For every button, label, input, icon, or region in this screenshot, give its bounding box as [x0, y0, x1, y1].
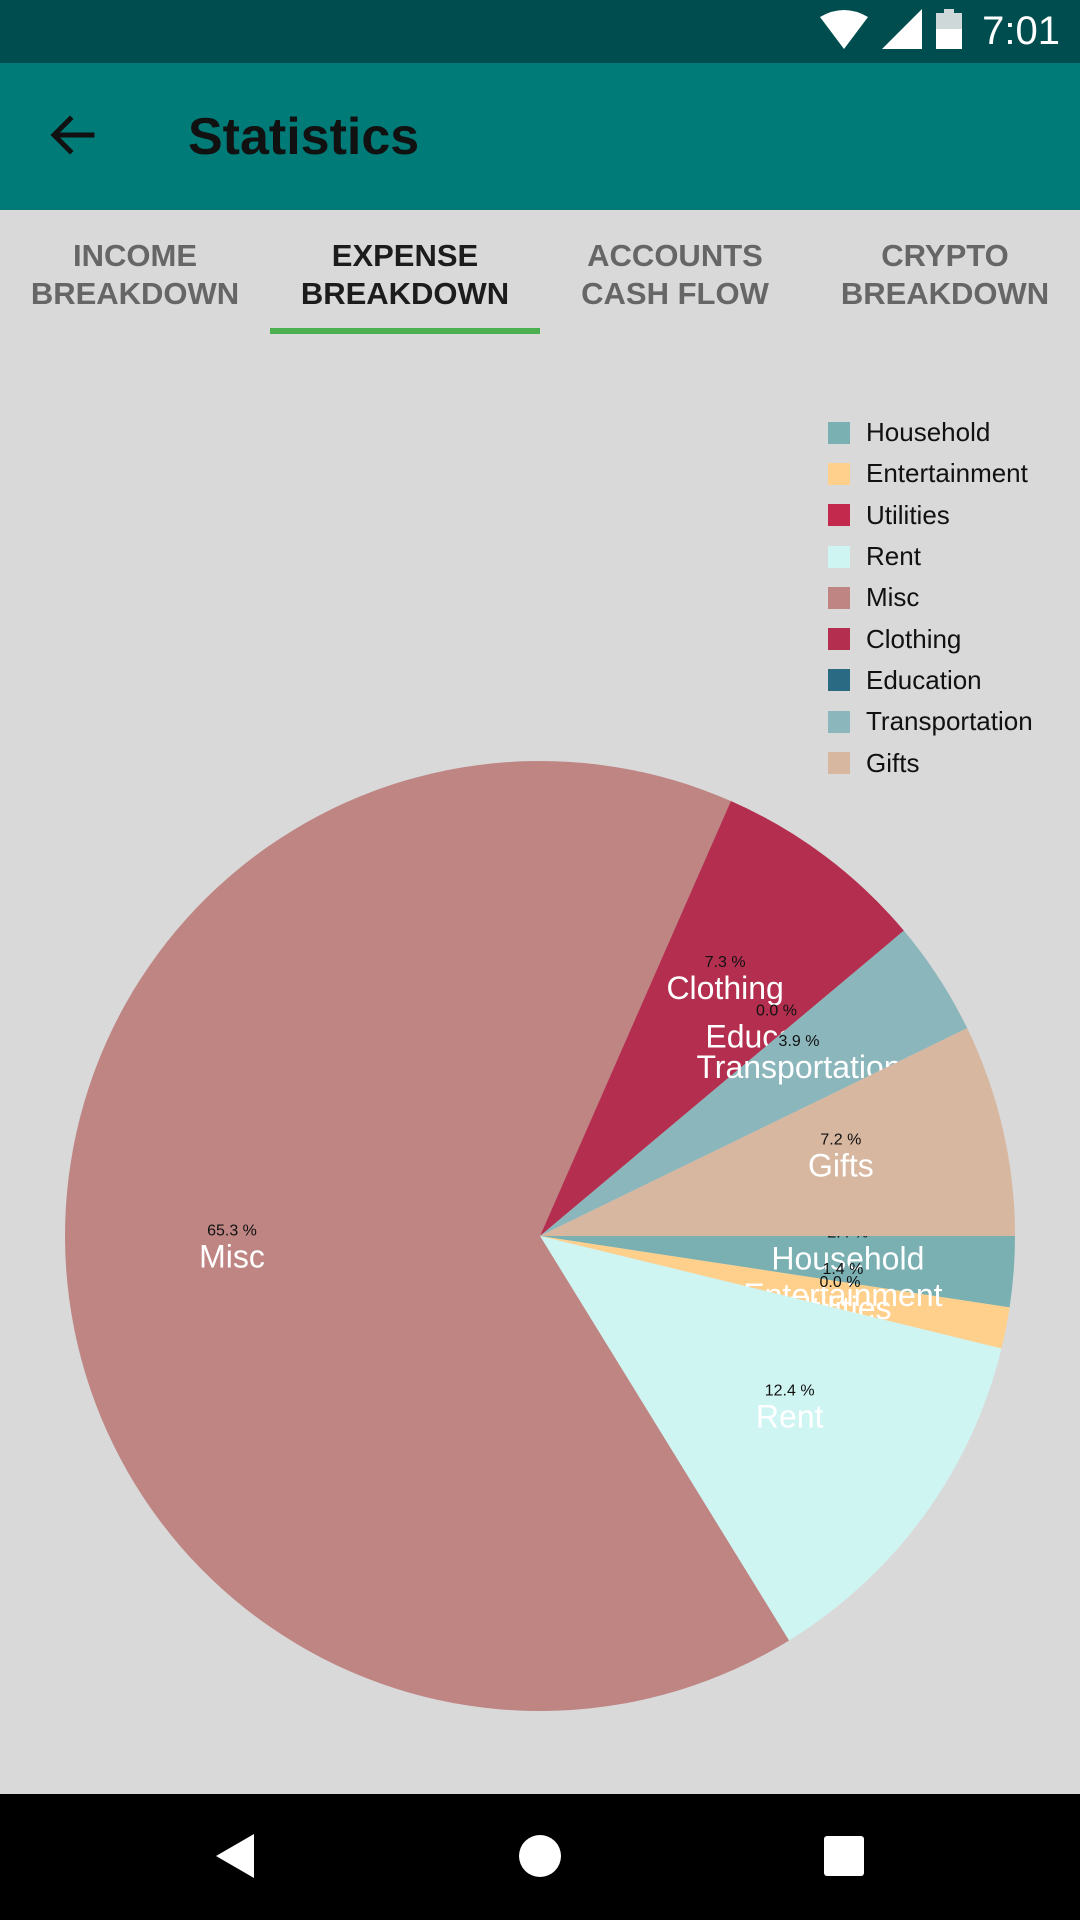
slice-percent-label: 3.9 % — [779, 1033, 820, 1050]
pie-slice-entertainment[interactable] — [540, 1236, 1010, 1349]
status-time: 7:01 — [982, 9, 1060, 53]
slice-percent-label: 7.3 % — [705, 954, 746, 971]
wifi-icon — [820, 9, 869, 54]
page-title: Statistics — [188, 108, 420, 166]
slice-percent-label: 65.3 % — [207, 1222, 257, 1239]
legend-item-transportation: Transportation — [828, 701, 1033, 742]
legend-label: Gifts — [866, 747, 920, 778]
slice-name-label: Rent — [756, 1399, 824, 1435]
tab-label-line2: BREAKDOWN — [840, 276, 1050, 311]
legend-swatch — [828, 545, 850, 568]
cell-signal-icon — [882, 9, 923, 54]
legend-swatch — [828, 669, 850, 692]
legend-label: Household — [866, 417, 991, 448]
status-bar: 7:01 — [0, 0, 1080, 63]
slice-percent-label: 0.0 % — [756, 1003, 797, 1020]
arrow-back-icon — [48, 111, 96, 164]
tab-income-breakdown[interactable]: INCOME BREAKDOWN — [0, 210, 270, 340]
legend-swatch — [828, 628, 850, 651]
tab-accounts-cash-flow[interactable]: ACCOUNTS CASH FLOW — [540, 210, 810, 340]
tab-label-line1: CRYPTO — [881, 238, 1009, 273]
legend-item-clothing: Clothing — [828, 618, 1033, 659]
square-recents-icon — [822, 1834, 866, 1883]
legend-item-rent: Rent — [828, 536, 1033, 577]
nav-recents-button[interactable] — [808, 1822, 880, 1894]
tab-bar: INCOME BREAKDOWN EXPENSE BREAKDOWN ACCOU… — [0, 210, 1080, 340]
legend-item-household: Household — [828, 412, 1033, 453]
slice-name-label: Clothing — [666, 970, 783, 1006]
legend-label: Misc — [866, 582, 920, 613]
tab-crypto-breakdown[interactable]: CRYPTO BREAKDOWN — [810, 210, 1080, 340]
slice-name-label: Gifts — [808, 1148, 874, 1184]
legend-swatch — [828, 710, 850, 733]
tab-label-line1: EXPENSE — [331, 238, 479, 273]
app-bar: Statistics — [0, 63, 1080, 210]
nav-home-button[interactable] — [504, 1822, 576, 1894]
slice-percent-label: 0.0 % — [820, 1274, 861, 1291]
legend-item-utilities: Utilities — [828, 495, 1033, 536]
legend-swatch — [828, 462, 850, 485]
legend-label: Utilities — [866, 499, 950, 530]
legend-label: Rent — [866, 541, 921, 572]
chart-legend: Household Entertainment Utilities Rent Misc C… — [828, 412, 1033, 784]
nav-back-button[interactable] — [200, 1822, 272, 1894]
navigation-bar — [0, 1794, 1080, 1920]
pie-slice-gifts[interactable] — [540, 1028, 1015, 1236]
back-button[interactable] — [36, 101, 108, 173]
triangle-back-icon — [214, 1832, 258, 1885]
pie-slice-rent[interactable] — [540, 1236, 1002, 1641]
tab-expense-breakdown[interactable]: EXPENSE BREAKDOWN — [270, 210, 540, 340]
legend-item-misc: Misc — [828, 577, 1033, 618]
legend-label: Transportation — [866, 706, 1033, 737]
legend-label: Education — [866, 664, 982, 695]
slice-percent-label: 12.4 % — [765, 1383, 815, 1400]
legend-swatch — [828, 504, 850, 527]
legend-swatch — [828, 752, 850, 775]
slice-name-label: Household — [771, 1240, 924, 1276]
legend-swatch — [828, 586, 850, 609]
slice-percent-label: 7.2 % — [820, 1132, 861, 1149]
circle-home-icon — [516, 1832, 564, 1885]
legend-item-entertainment: Entertainment — [828, 453, 1033, 494]
pie-slice-household[interactable] — [540, 1236, 1015, 1308]
tab-label-line1: ACCOUNTS — [587, 238, 763, 273]
tab-label-line1: INCOME — [73, 238, 197, 273]
tab-label-line2: BREAKDOWN — [300, 276, 510, 311]
legend-item-education: Education — [828, 660, 1033, 701]
slice-percent-label: 1.4 % — [822, 1261, 863, 1278]
pie-slice-clothing[interactable] — [540, 801, 904, 1236]
legend-item-gifts: Gifts — [828, 742, 1033, 783]
pie-slice-transportation[interactable] — [540, 930, 968, 1236]
slice-name-label: Misc — [199, 1238, 265, 1274]
legend-label: Entertainment — [866, 458, 1028, 489]
battery-icon — [936, 9, 963, 54]
tab-label-line2: BREAKDOWN — [30, 276, 240, 311]
legend-swatch — [828, 421, 850, 444]
legend-label: Clothing — [866, 623, 962, 654]
pie-slice-misc[interactable] — [64, 760, 790, 1711]
active-tab-indicator — [270, 328, 540, 334]
tab-label-line2: CASH FLOW — [581, 276, 769, 311]
